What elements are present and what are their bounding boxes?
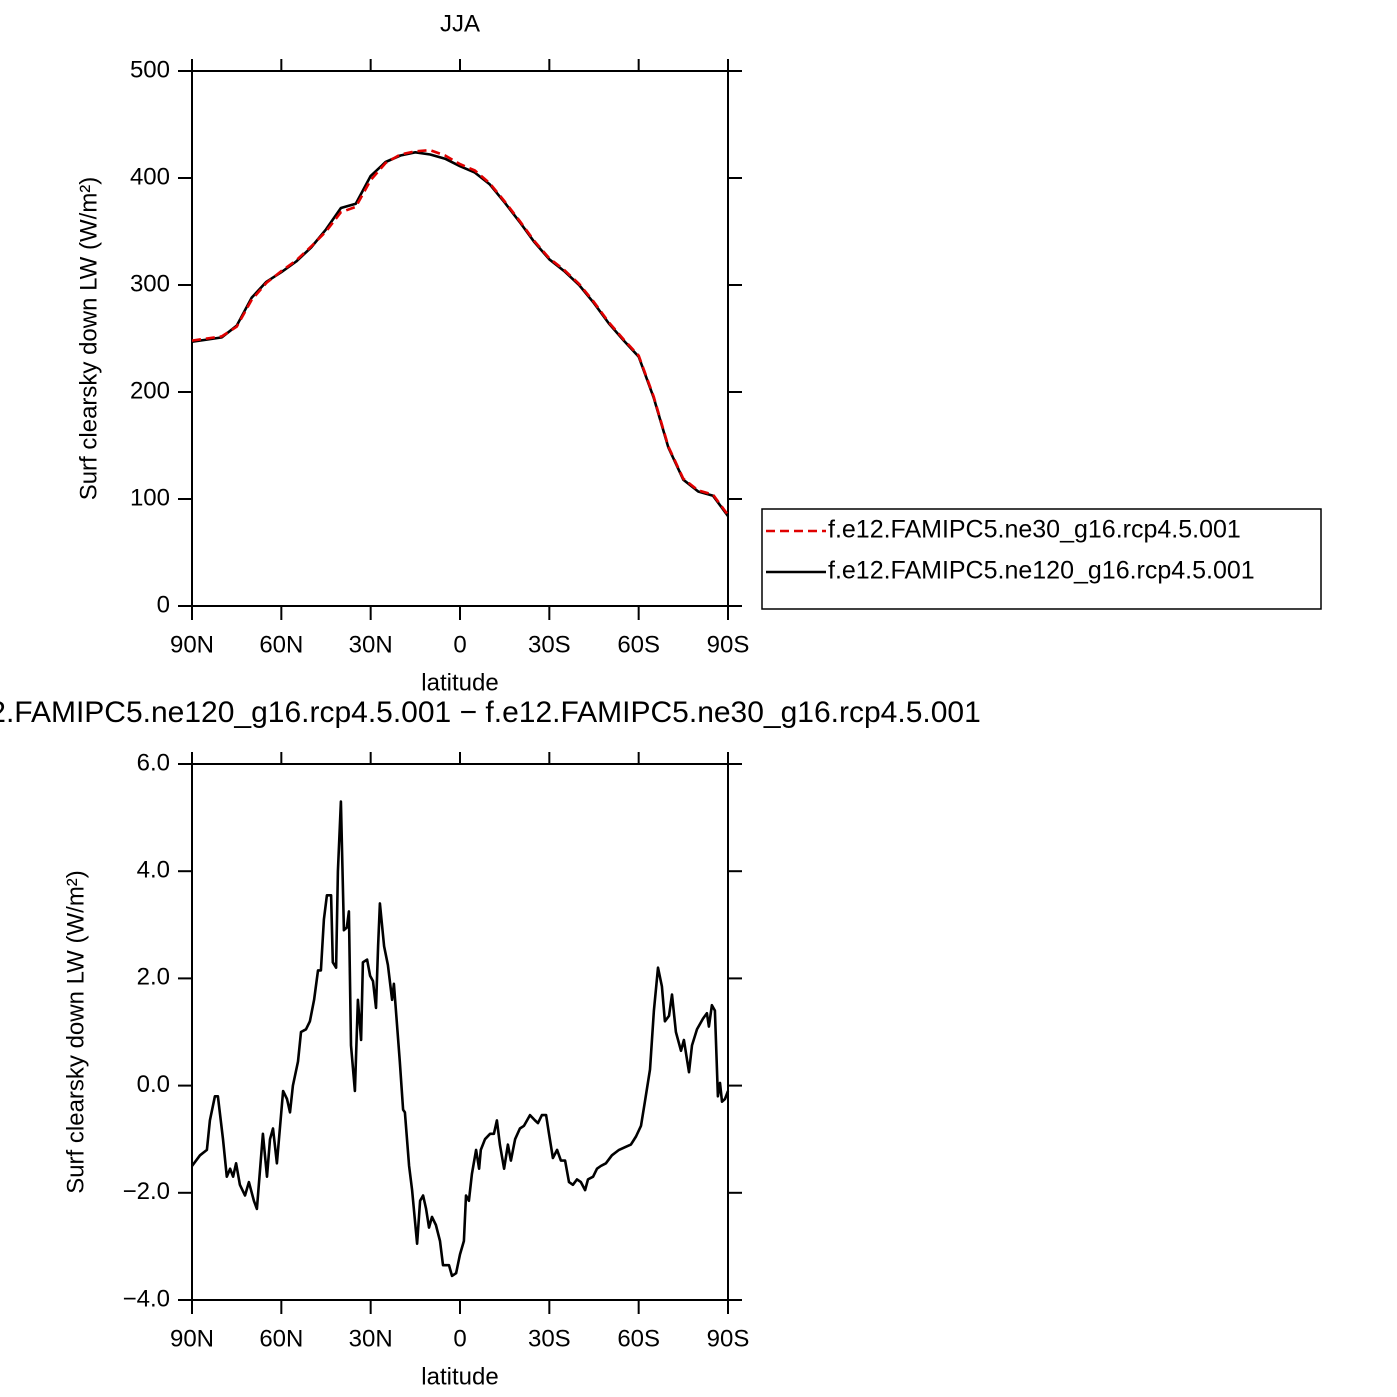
data-line <box>191 148 730 516</box>
x-tick-label: 30S <box>528 1325 571 1352</box>
x-axis-label: latitude <box>421 1363 498 1390</box>
x-tick-label: 0 <box>453 631 466 658</box>
y-tick-label: 500 <box>130 56 170 83</box>
y-tick-label: 400 <box>130 163 170 190</box>
y-tick-label: 0.0 <box>137 1071 170 1098</box>
x-tick-label: 90S <box>707 1325 750 1352</box>
x-tick-label: 60S <box>617 1325 660 1352</box>
y-tick-label: 2.0 <box>137 964 170 991</box>
y-tick-label: 200 <box>130 377 170 404</box>
chart-title: JJA <box>440 10 480 37</box>
y-tick-label: −2.0 <box>123 1178 170 1205</box>
x-tick-label: 90S <box>707 631 750 658</box>
x-tick-label: 60S <box>617 631 660 658</box>
legend-label: f.e12.FAMIPC5.ne30_g16.rcp4.5.001 <box>828 516 1241 544</box>
legend-label: f.e12.FAMIPC5.ne120_g16.rcp4.5.001 <box>828 557 1255 585</box>
plot-frame <box>191 70 729 607</box>
x-axis-label: latitude <box>421 669 498 696</box>
y-tick-label: 100 <box>130 484 170 511</box>
x-tick-label: 0 <box>453 1325 466 1352</box>
x-tick-label: 60N <box>259 631 303 658</box>
y-tick-label: 6.0 <box>137 749 170 776</box>
data-line <box>191 151 730 517</box>
plot-frame <box>191 763 729 1301</box>
x-tick-label: 90N <box>170 1325 214 1352</box>
y-axis-label: Surf clearsky down LW (W/m²) <box>62 870 89 1194</box>
chart-title: f.e12.FAMIPC5.ne120_g16.rcp4.5.001 − f.e… <box>0 696 981 729</box>
y-tick-label: 300 <box>130 270 170 297</box>
y-tick-label: −4.0 <box>123 1285 170 1312</box>
x-tick-label: 90N <box>170 631 214 658</box>
data-line <box>190 800 730 1278</box>
y-tick-label: 0 <box>157 591 170 618</box>
legend-box <box>761 508 1322 610</box>
x-tick-label: 30S <box>528 631 571 658</box>
y-axis-label: Surf clearsky down LW (W/m²) <box>75 177 102 501</box>
x-tick-label: 60N <box>259 1325 303 1352</box>
y-tick-label: 4.0 <box>137 857 170 884</box>
x-tick-label: 30N <box>349 631 393 658</box>
x-tick-label: 30N <box>349 1325 393 1352</box>
